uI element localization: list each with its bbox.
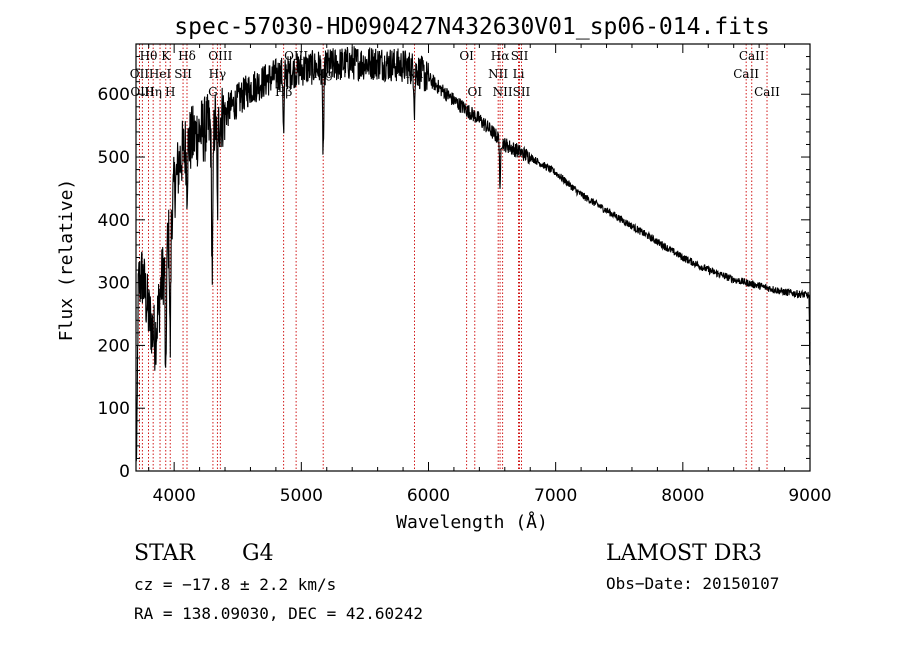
line-label: OIII bbox=[208, 49, 232, 63]
x-tick-label: 6000 bbox=[407, 486, 450, 506]
line-label: Hη bbox=[144, 85, 162, 99]
line-label: CaII bbox=[733, 67, 759, 81]
chart-title: spec-57030-HD090427N432630V01_sp06-014.f… bbox=[174, 14, 769, 40]
line-label: SII bbox=[511, 49, 529, 63]
line-label: Hα bbox=[491, 49, 510, 63]
line-label: Li bbox=[513, 67, 525, 81]
redshift-info: cz = −17.8 ± 2.2 km/s bbox=[134, 575, 336, 594]
spectrum-line bbox=[135, 46, 811, 462]
x-tick-label: 8000 bbox=[661, 486, 704, 506]
line-label: CaII bbox=[739, 49, 765, 63]
y-axis-label: Flux (relative) bbox=[56, 179, 77, 342]
obs-date: Obs−Date: 20150107 bbox=[606, 574, 779, 593]
survey-name: LAMOST DR3 bbox=[606, 541, 762, 566]
line-label: NII bbox=[493, 85, 513, 99]
line-label: H bbox=[165, 85, 175, 99]
line-label: G bbox=[208, 85, 218, 99]
y-axis-ticks: 0 100 200 300 400 500 600 bbox=[98, 56, 810, 482]
x-tick-label: 9000 bbox=[788, 486, 831, 506]
object-class: STAR bbox=[134, 541, 196, 566]
object-subclass: G4 bbox=[242, 541, 274, 566]
x-axis-label: Wavelength (Å) bbox=[396, 511, 548, 533]
y-tick-label: 100 bbox=[98, 399, 130, 419]
x-axis-ticks: 4000 5000 6000 7000 8000 9000 bbox=[148, 44, 832, 506]
line-label: OI bbox=[459, 49, 474, 63]
y-tick-label: 0 bbox=[119, 462, 130, 482]
x-tick-label: 5000 bbox=[280, 486, 323, 506]
line-label: OI bbox=[467, 85, 482, 99]
y-tick-label: 200 bbox=[98, 336, 130, 356]
line-label: Hγ bbox=[209, 67, 227, 81]
line-label: Hδ bbox=[178, 49, 196, 63]
y-tick-label: 400 bbox=[98, 211, 130, 231]
line-label: SII bbox=[513, 85, 531, 99]
y-tick-label: 300 bbox=[98, 274, 130, 294]
line-label: OII bbox=[130, 67, 150, 81]
y-tick-label: 500 bbox=[98, 148, 130, 168]
line-label: NII bbox=[488, 67, 508, 81]
y-tick-label: 600 bbox=[98, 85, 130, 105]
x-tick-label: 4000 bbox=[153, 486, 196, 506]
line-label: Hθ bbox=[140, 49, 158, 63]
line-label: CaII bbox=[754, 85, 780, 99]
coordinates: RA = 138.09030, DEC = 42.60242 bbox=[134, 604, 423, 623]
line-label: HeI bbox=[149, 67, 172, 81]
x-tick-label: 7000 bbox=[534, 486, 577, 506]
line-label: SII bbox=[174, 67, 192, 81]
line-label: K bbox=[161, 49, 171, 63]
